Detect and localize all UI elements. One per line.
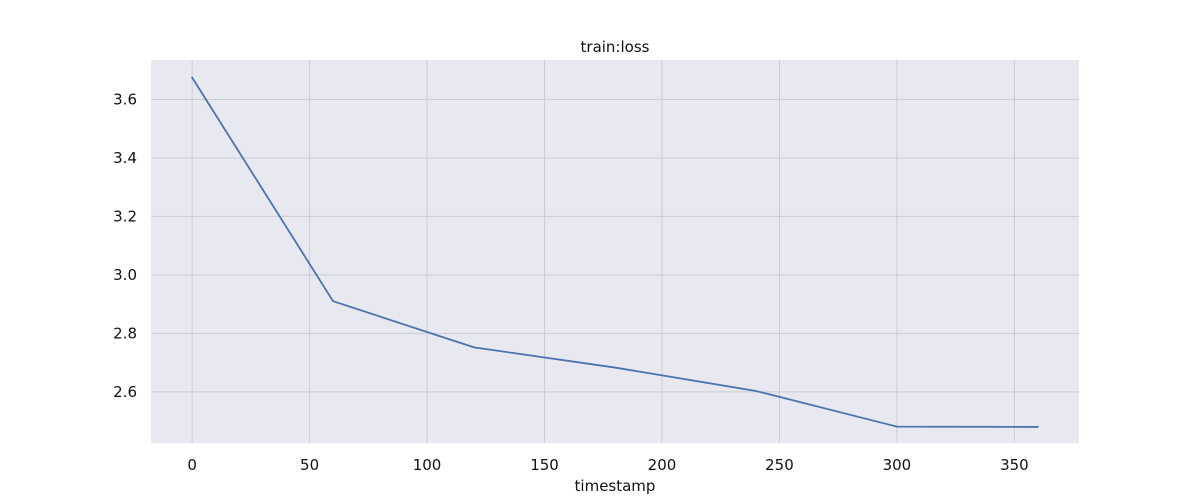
- x-tick-label: 200: [648, 456, 677, 474]
- y-tick-label: 3.2: [113, 207, 137, 225]
- x-tick-label: 0: [187, 456, 197, 474]
- plot-area: [151, 60, 1079, 443]
- x-tick-label: 50: [300, 456, 319, 474]
- series-line-0: [191, 76, 1039, 428]
- x-tick-label: 250: [765, 456, 794, 474]
- x-tick-label: 150: [530, 456, 559, 474]
- y-gridlines: [151, 98, 1079, 393]
- x-gridlines: [191, 60, 1015, 443]
- y-tick-labels: 2.6 2.8 3.0 3.2 3.4 3.6: [113, 90, 137, 400]
- y-tick-label: 3.4: [113, 149, 137, 167]
- y-tick-label: 3.0: [113, 266, 137, 284]
- chart-title: train:loss: [581, 38, 650, 56]
- y-tick-label: 2.6: [113, 383, 137, 401]
- x-tick-labels: 0 50 100 150 200 250 300 350: [187, 456, 1028, 474]
- y-tick-label: 2.8: [113, 324, 137, 342]
- x-tick-label: 100: [413, 456, 442, 474]
- x-tick-label: 300: [883, 456, 912, 474]
- x-tick-label: 350: [1000, 456, 1029, 474]
- series-layer: [191, 76, 1039, 428]
- x-axis-label: timestamp: [575, 477, 656, 495]
- y-tick-label: 3.6: [113, 90, 137, 108]
